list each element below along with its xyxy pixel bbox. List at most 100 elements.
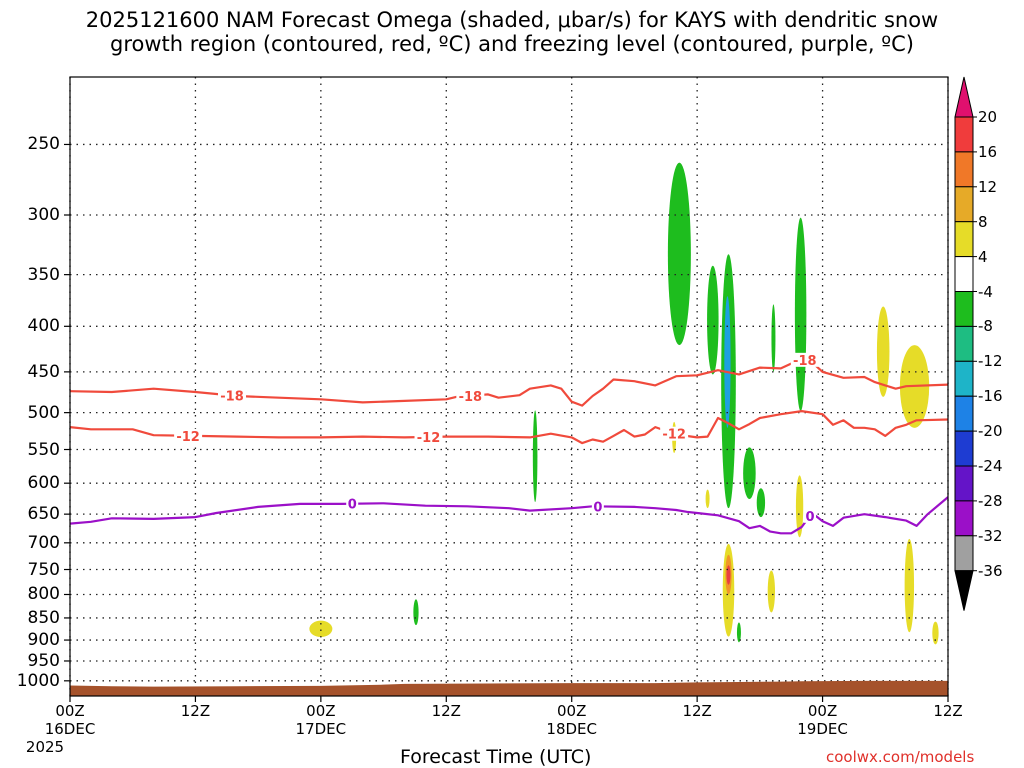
colorbar-level-label: -8 — [978, 317, 993, 336]
omega-area-7 — [794, 217, 807, 412]
terrain — [70, 680, 948, 696]
contour-label-1-0: -12 — [176, 430, 200, 445]
xtick-date-label: 19DEC — [797, 720, 848, 738]
omega-area-1 — [707, 265, 719, 375]
ytick-label: 1000 — [16, 670, 60, 691]
colorbar-segment-4 — [954, 256, 974, 293]
colorbar-top-arrow — [954, 76, 974, 118]
colorbar-level-label: -36 — [978, 561, 1003, 580]
colorbar-segment-3 — [954, 221, 974, 258]
plot-frame — [64, 76, 949, 702]
ytick-label: 550 — [27, 439, 60, 460]
ytick-label: 450 — [27, 361, 60, 382]
ytick-label: 500 — [27, 402, 60, 423]
x-axis-label: Forecast Time (UTC) — [400, 746, 592, 768]
colorbar-segment-10 — [954, 465, 974, 502]
xtick-label: 12Z — [180, 702, 211, 720]
xtick-date-label: 17DEC — [295, 720, 347, 738]
omega-area-15 — [795, 475, 804, 538]
contour-label-bg-0-2 — [790, 352, 819, 367]
omega-area-9 — [413, 599, 419, 626]
chart-title-line1: 2025121600 NAM Forecast Omega (shaded, μ… — [85, 8, 939, 32]
ytick-label: 300 — [27, 204, 60, 225]
colorbar-level-label: 20 — [978, 108, 998, 126]
omega-area-11 — [876, 306, 890, 397]
contour-label-bg-0-0 — [218, 388, 247, 403]
omega-area-5 — [756, 488, 766, 518]
omega-area-3 — [724, 296, 731, 428]
ytick-label: 650 — [27, 504, 60, 525]
omega-area-8 — [532, 410, 538, 503]
contour-label-0-0: -18 — [220, 390, 244, 405]
plot-border — [69, 76, 949, 697]
colorbar-segment-12 — [954, 535, 974, 572]
ytick-label: 850 — [27, 607, 60, 628]
omega-area-6 — [771, 304, 776, 372]
colorbar-level-label: 16 — [978, 142, 998, 161]
contour-label-2-2: 0 — [806, 510, 815, 525]
colorbar — [954, 76, 977, 611]
omega-area-19 — [726, 565, 731, 585]
gridlines — [69, 77, 949, 696]
xtick-label: 00Z — [306, 702, 336, 720]
colorbar-level-label: -20 — [978, 422, 1003, 441]
colorbar-segment-8 — [954, 395, 974, 432]
ytick-label: 600 — [27, 473, 60, 494]
ytick-label: 750 — [27, 559, 60, 580]
colorbar-segment-9 — [954, 430, 974, 467]
xtick-label: 12Z — [431, 702, 461, 720]
contour-label-bg-1-0 — [174, 428, 203, 443]
xtick-year-label: 2025 — [25, 738, 65, 756]
contour-label-2-1: 0 — [593, 500, 602, 515]
temperature-contours: -18 -18 -18 -12 -12 -12 0 0 0 — [69, 352, 949, 535]
colorbar-segment-0 — [954, 116, 974, 153]
contour-line-2 — [69, 496, 949, 535]
terrain-area — [70, 680, 948, 696]
contour-label-bg-2-2 — [804, 508, 817, 523]
colorbar-level-label: -16 — [978, 387, 1003, 406]
omega-shading — [309, 162, 939, 645]
contour-label-2-0: 0 — [348, 498, 357, 513]
contour-label-1-1: -12 — [417, 431, 441, 446]
omega-area-16 — [767, 570, 776, 613]
contour-label-bg-1-2 — [660, 426, 689, 441]
colorbar-segment-7 — [954, 360, 974, 397]
colorbar-level-label: -24 — [978, 457, 1003, 475]
omega-area-14 — [932, 621, 939, 645]
colorbar-segment-5 — [954, 291, 974, 327]
contour-label-bg-1-1 — [414, 429, 443, 444]
ytick-label: 900 — [27, 630, 60, 651]
credit-text: coolwx.com/models — [826, 748, 975, 766]
contour-label-0-1: -18 — [459, 390, 483, 405]
omega-area-10 — [309, 620, 333, 638]
omega-area-4 — [743, 447, 756, 499]
colorbar-bottom-arrow — [954, 570, 974, 611]
contour-label-bg-2-0 — [346, 496, 359, 511]
colorbar-level-label: -4 — [978, 282, 993, 301]
contour-label-bg-0-1 — [456, 388, 485, 403]
xtick-label: 00Z — [557, 702, 587, 720]
xtick-date-label: 18DEC — [546, 720, 597, 738]
xtick-label: 12Z — [933, 702, 963, 720]
ytick-label: 950 — [27, 650, 60, 671]
colorbar-level-label: -12 — [978, 352, 1003, 371]
xtick-label: 12Z — [682, 702, 712, 720]
colorbar-level-label: -32 — [978, 526, 1003, 545]
ytick-label: 800 — [27, 584, 60, 605]
contour-label-0-2: -18 — [793, 354, 817, 369]
xtick-label: 00Z — [55, 702, 85, 720]
omega-area-0 — [667, 162, 691, 346]
colorbar-segment-11 — [954, 500, 974, 537]
colorbar-level-label: -28 — [978, 491, 1003, 510]
colorbar-segment-6 — [954, 325, 974, 362]
omega-area-13 — [904, 538, 915, 633]
contour-line-0 — [69, 357, 949, 407]
ytick-label: 400 — [27, 316, 60, 337]
colorbar-level-label: 12 — [978, 177, 998, 196]
colorbar-segment-2 — [954, 186, 974, 223]
omega-area-21 — [705, 489, 710, 509]
colorbar-segment-1 — [954, 151, 974, 188]
contour-label-1-2: -12 — [662, 428, 686, 443]
chart-title-line2: growth region (contoured, red, ºC) and f… — [110, 32, 914, 56]
